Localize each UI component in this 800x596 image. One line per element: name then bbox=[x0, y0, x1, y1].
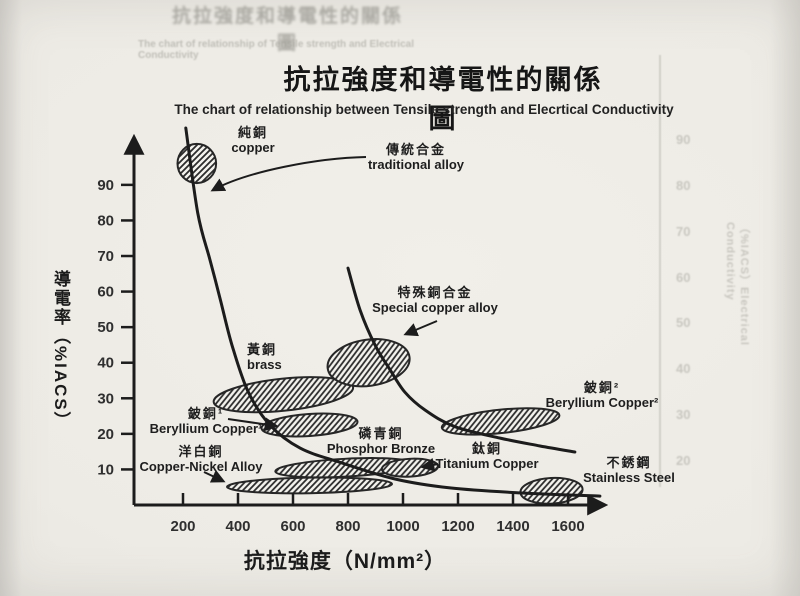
y-tick-label-70: 70 bbox=[97, 248, 114, 265]
label-beryllium-copper-1: 鈹銅¹ Beryllium Copper¹ bbox=[144, 406, 268, 436]
label-copper-nickel-alloy: 洋白銅 Copper-Nickel Alloy bbox=[126, 444, 276, 474]
label-phosphor-bronze-en: Phosphor Bronze bbox=[326, 441, 436, 456]
label-titanium-copper: 鈦銅 Titanium Copper bbox=[431, 441, 543, 471]
x-tick-label-1600: 1600 bbox=[551, 518, 584, 535]
label-beryllium-copper-1-cn: 鈹銅¹ bbox=[187, 406, 225, 421]
x-tick-label-800: 800 bbox=[335, 518, 360, 535]
region-stainless-steel bbox=[519, 476, 584, 505]
x-tick-label-1400: 1400 bbox=[496, 518, 529, 535]
label-phosphor-bronze-cn: 磷青銅 bbox=[358, 426, 404, 441]
curve-special-alloy-curve bbox=[346, 266, 577, 454]
x-tick-label-1000: 1000 bbox=[386, 518, 419, 535]
label-special-copper-alloy: 特殊銅合金 Special copper alloy bbox=[368, 285, 502, 315]
y-tick-label-90: 90 bbox=[97, 177, 114, 194]
x-tick-label-200: 200 bbox=[170, 518, 195, 535]
label-beryllium-copper-2-en: Beryllium Copper² bbox=[545, 395, 659, 410]
label-special-copper-alloy-cn: 特殊銅合金 bbox=[397, 285, 473, 300]
region-brass bbox=[212, 376, 355, 414]
label-special-copper-alloy-en: Special copper alloy bbox=[372, 300, 498, 315]
label-traditional-alloy-en: traditional alloy bbox=[367, 157, 465, 172]
label-brass-cn: 黃銅 bbox=[247, 342, 278, 357]
label-brass: 黃銅 brass bbox=[247, 342, 317, 372]
label-copper-cn: 純銅 bbox=[237, 125, 268, 140]
y-tick-label-30: 30 bbox=[97, 390, 114, 407]
label-beryllium-copper-2-cn: 鈹銅² bbox=[583, 380, 621, 395]
copper-nickel-arrow bbox=[203, 469, 226, 483]
region-beryllium-copper-1 bbox=[260, 412, 359, 438]
y-tick-label-20: 20 bbox=[97, 426, 114, 443]
special-alloy-arrow bbox=[403, 320, 438, 337]
region-beryllium-copper-2 bbox=[440, 407, 561, 436]
x-tick-label-400: 400 bbox=[225, 518, 250, 535]
y-tick-label-50: 50 bbox=[97, 319, 114, 336]
label-traditional-alloy-cn: 傳統合金 bbox=[385, 142, 446, 157]
x-axis-label: 抗拉強度（N/mm²） bbox=[243, 550, 447, 573]
y-tick-label-60: 60 bbox=[97, 284, 114, 301]
label-stainless-steel-cn: 不銹鋼 bbox=[606, 455, 652, 470]
label-traditional-alloy: 傳統合金 traditional alloy bbox=[358, 142, 474, 172]
region-copper bbox=[176, 142, 218, 185]
region-special-copper-alloy bbox=[326, 338, 411, 388]
label-copper-nickel-alloy-en: Copper-Nickel Alloy bbox=[139, 459, 263, 474]
label-copper-en: copper bbox=[231, 140, 275, 155]
chart-title: 抗拉強度和導電性的關係圖 bbox=[283, 65, 603, 134]
label-copper: 純銅 copper bbox=[222, 125, 284, 155]
label-copper-nickel-alloy-cn: 洋白銅 bbox=[178, 444, 224, 459]
y-axis-label: 導電率（%IACS） bbox=[51, 270, 70, 431]
label-beryllium-copper-1-en: Beryllium Copper¹ bbox=[149, 421, 263, 436]
label-phosphor-bronze: 磷青銅 Phosphor Bronze bbox=[322, 426, 440, 456]
y-tick-label-40: 40 bbox=[97, 355, 114, 372]
chart-subtitle: The chart of relationship between Tensil… bbox=[174, 102, 674, 117]
label-brass-en: brass bbox=[247, 357, 282, 372]
region-copper-nickel-alloy bbox=[226, 476, 393, 495]
y-tick-label-10: 10 bbox=[97, 461, 114, 478]
label-titanium-copper-en: Titanium Copper bbox=[435, 456, 539, 471]
x-tick-label-1200: 1200 bbox=[441, 518, 474, 535]
ghost-fold-line bbox=[659, 55, 661, 487]
label-beryllium-copper-2: 鈹銅² Beryllium Copper² bbox=[539, 380, 665, 410]
x-tick-label-600: 600 bbox=[280, 518, 305, 535]
label-titanium-copper-cn: 鈦銅 bbox=[471, 441, 502, 456]
y-tick-label-80: 80 bbox=[97, 212, 114, 229]
label-stainless-steel: 不銹鋼 Stainless Steel bbox=[578, 455, 680, 485]
traditional-alloy-arrow bbox=[210, 156, 367, 192]
titanium-copper-arrow bbox=[420, 457, 439, 472]
beryllium-copper-1-pointer bbox=[227, 417, 279, 432]
label-stainless-steel-en: Stainless Steel bbox=[583, 470, 675, 485]
